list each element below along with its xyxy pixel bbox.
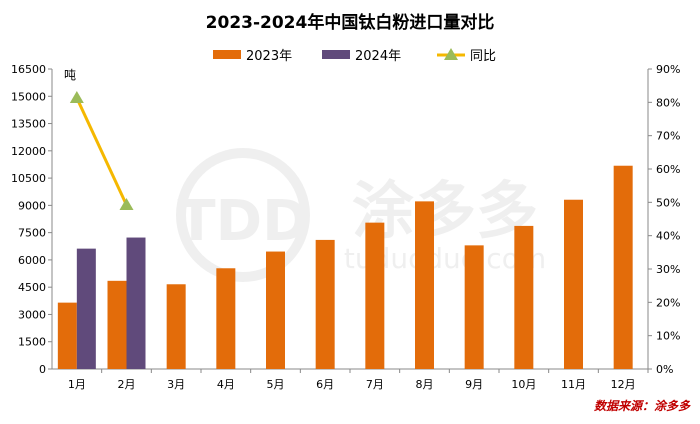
- legend-swatch: [213, 50, 241, 59]
- legend-label: 2023年: [246, 49, 292, 64]
- x-tick-label: 7月: [366, 378, 384, 391]
- left-tick-label: 13500: [11, 118, 46, 131]
- bar-2023年: [564, 199, 583, 369]
- legend-label: 同比: [470, 49, 496, 64]
- left-tick-label: 10500: [11, 172, 46, 185]
- x-tick-label: 2月: [118, 378, 136, 391]
- legend-swatch: [322, 50, 350, 59]
- right-tick-label: 50%: [656, 196, 680, 209]
- right-tick-label: 40%: [656, 230, 680, 243]
- bar-2023年: [57, 302, 77, 369]
- right-tick-label: 10%: [656, 330, 680, 343]
- chart-title: 2023-2024年中国钛白粉进口量对比: [206, 12, 495, 33]
- x-tick-label: 4月: [217, 378, 235, 391]
- bar-2023年: [266, 251, 285, 369]
- x-tick-label: 10月: [511, 378, 536, 391]
- watermark: TDD 涂多多 tuduoduo.com: [176, 148, 546, 282]
- right-tick-label: 0%: [656, 363, 673, 376]
- line-同比: [75, 97, 128, 206]
- right-tick-label: 90%: [656, 63, 680, 76]
- x-tick-label: 8月: [416, 378, 434, 391]
- legend: 2023年 2024年 同比: [213, 48, 496, 64]
- right-tick-label: 20%: [656, 296, 680, 309]
- x-tick-label: 3月: [167, 378, 185, 391]
- watermark-logo-circle: [176, 148, 310, 282]
- legend-marker: [444, 48, 458, 60]
- source-label: 数据来源：涂多多: [594, 399, 691, 413]
- x-tick-label: 6月: [316, 378, 334, 391]
- left-tick-label: 3000: [18, 308, 46, 321]
- left-tick-label: 16500: [11, 63, 46, 76]
- right-tick-label: 80%: [656, 96, 680, 109]
- left-tick-label: 4500: [18, 281, 46, 294]
- bar-2023年: [216, 268, 236, 369]
- right-tick-label: 70%: [656, 130, 680, 143]
- x-tick-label: 9月: [465, 378, 483, 391]
- legend-label: 2024年: [355, 49, 401, 64]
- x-tick-label: 12月: [611, 378, 636, 391]
- watermark-logo-text: TDD: [177, 189, 308, 254]
- bar-2023年: [107, 280, 127, 369]
- bar-2023年: [365, 222, 385, 369]
- left-tick-label: 6000: [18, 254, 46, 267]
- left-tick-label: 7500: [18, 227, 46, 240]
- left-tick-label: 15000: [11, 90, 46, 103]
- bar-2024年: [126, 237, 146, 369]
- bar-2023年: [315, 239, 335, 369]
- right-tick-label: 60%: [656, 163, 680, 176]
- bar-2023年: [415, 201, 434, 369]
- left-tick-label: 0: [39, 363, 46, 376]
- bar-2023年: [514, 225, 534, 369]
- marker-同比: [119, 198, 134, 210]
- x-tick-label: 11月: [561, 378, 586, 391]
- left-tick-label: 9000: [18, 199, 46, 212]
- bar-2023年: [464, 245, 484, 369]
- bar-2023年: [166, 284, 186, 369]
- bar-2023年: [613, 165, 633, 369]
- unit-label: 吨: [64, 68, 76, 82]
- x-tick-label: 1月: [68, 378, 86, 391]
- marker-同比: [69, 91, 84, 103]
- left-tick-label: 1500: [18, 336, 46, 349]
- bar-2024年: [76, 248, 96, 369]
- right-tick-label: 30%: [656, 263, 680, 276]
- left-tick-label: 12000: [11, 145, 46, 158]
- x-tick-label: 5月: [267, 378, 285, 391]
